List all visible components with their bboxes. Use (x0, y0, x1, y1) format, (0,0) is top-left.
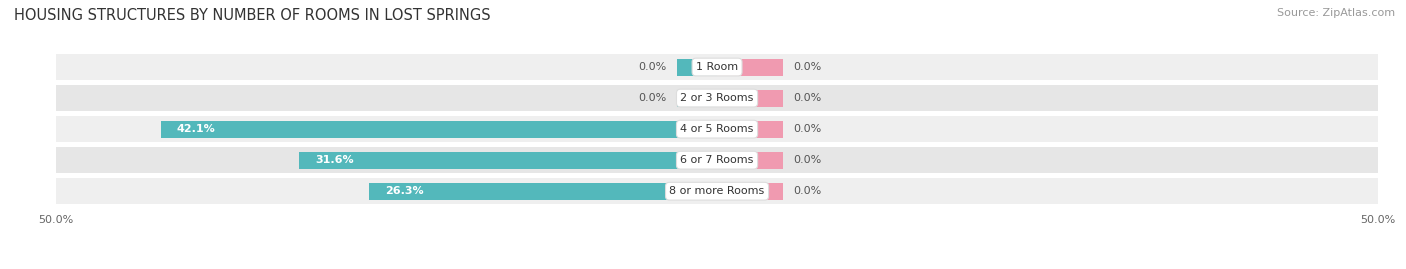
Bar (56, 147, 1378, 173)
Text: 1 Room: 1 Room (696, 62, 738, 72)
Text: HOUSING STRUCTURES BY NUMBER OF ROOMS IN LOST SPRINGS: HOUSING STRUCTURES BY NUMBER OF ROOMS IN… (14, 8, 491, 23)
Text: 0.0%: 0.0% (794, 93, 823, 103)
Bar (56, 178, 1378, 204)
Bar (56, 116, 1378, 142)
Text: 0.0%: 0.0% (794, 124, 823, 134)
Bar (299, 152, 717, 169)
Bar (717, 183, 783, 200)
Text: 2 or 3 Rooms: 2 or 3 Rooms (681, 93, 754, 103)
Text: 0.0%: 0.0% (638, 93, 666, 103)
Text: 0.0%: 0.0% (794, 62, 823, 72)
Text: 0.0%: 0.0% (794, 186, 823, 196)
Bar (717, 59, 783, 76)
Text: 4 or 5 Rooms: 4 or 5 Rooms (681, 124, 754, 134)
Text: 26.3%: 26.3% (385, 186, 425, 196)
Bar (56, 85, 1378, 111)
Text: 31.6%: 31.6% (315, 155, 354, 165)
Bar (717, 121, 783, 138)
Bar (678, 59, 717, 76)
Text: Source: ZipAtlas.com: Source: ZipAtlas.com (1277, 8, 1395, 18)
Bar (160, 121, 717, 138)
Text: 8 or more Rooms: 8 or more Rooms (669, 186, 765, 196)
Bar (717, 152, 783, 169)
Text: 0.0%: 0.0% (638, 62, 666, 72)
Bar (678, 90, 717, 107)
Text: 42.1%: 42.1% (177, 124, 215, 134)
Bar (370, 183, 717, 200)
Text: 6 or 7 Rooms: 6 or 7 Rooms (681, 155, 754, 165)
Text: 0.0%: 0.0% (794, 155, 823, 165)
Bar (56, 54, 1378, 80)
Bar (717, 90, 783, 107)
